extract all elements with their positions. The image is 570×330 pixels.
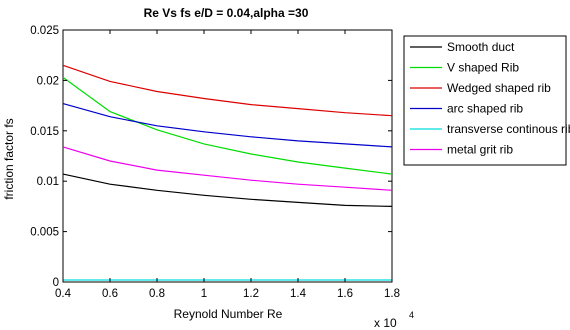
series-line (62, 173, 393, 207)
x-tick-label: 0.4 (55, 288, 72, 300)
legend: Smooth duct V shaped Rib Wedged shaped rib… (403, 35, 570, 166)
y-tick-label: 0.005 (30, 227, 59, 239)
series-line (62, 76, 393, 175)
legend-entry: arc shaped rib (447, 102, 523, 116)
plot-area (62, 29, 393, 283)
plot-frame (62, 29, 393, 283)
x-multiplier-exponent: 4 (409, 310, 414, 320)
x-multiplier-base: x 10 (374, 316, 397, 330)
legend-entry: Wedged shaped rib (447, 81, 551, 95)
y-axis-label: friction factor fs (2, 118, 16, 199)
y-tick-label: 0.015 (30, 126, 59, 138)
x-axis-ticks: 0.4 0.6 0.8 1 1.2 1.4 1.6 1.8 (55, 30, 400, 300)
series-line (62, 146, 393, 191)
legend-entry: Smooth duct (447, 40, 515, 54)
y-tick-label: 0.025 (30, 25, 59, 37)
x-tick-label: 1 (201, 288, 207, 300)
x-tick-label: 1.6 (337, 288, 353, 300)
y-tick-label: 0.02 (37, 75, 59, 87)
legend-entry: metal grit rib (447, 143, 513, 157)
legend-box (403, 35, 567, 166)
series-line (62, 64, 393, 117)
x-tick-label: 0.6 (102, 288, 118, 300)
y-tick-label: 0 (53, 277, 59, 289)
x-axis-multiplier: x 10 4 (374, 310, 414, 330)
legend-entry: V shaped Rib (447, 61, 519, 75)
x-tick-label: 1.8 (384, 288, 400, 300)
series-line (62, 103, 393, 148)
series-lines (62, 64, 393, 281)
chart-title: Re Vs fs e/D = 0.04,alpha =30 (144, 6, 309, 20)
x-tick-label: 1.2 (243, 288, 259, 300)
y-tick-label: 0.01 (37, 176, 59, 188)
x-tick-label: 1.4 (290, 288, 307, 300)
x-tick-label: 0.8 (149, 288, 165, 300)
legend-entry: transverse continous rib (447, 122, 570, 136)
x-axis-label: Reynold Number Re (174, 307, 283, 321)
y-axis-ticks: 0 0.005 0.01 0.015 0.02 0.025 (30, 25, 392, 289)
